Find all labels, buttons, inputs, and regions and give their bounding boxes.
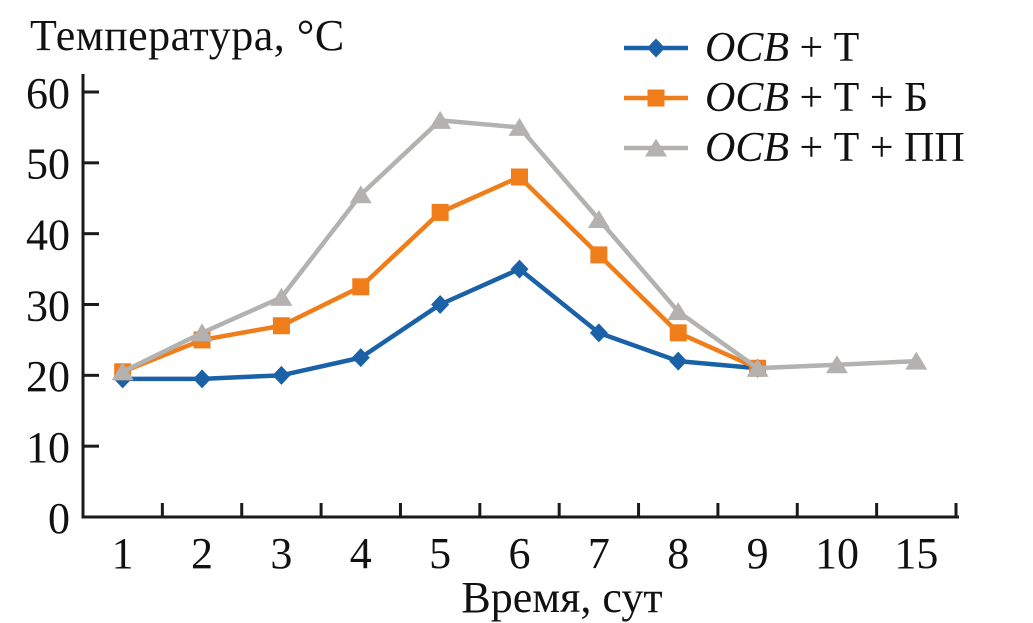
legend-label: ОСВ + Т + ПП (705, 125, 965, 171)
triangle-marker-icon (191, 323, 214, 342)
chart-legend: ОСВ + Т ОСВ + Т + Б ОСВ + Т + ПП (622, 23, 965, 173)
diamond-marker-icon (431, 295, 450, 314)
diamond-marker-icon (272, 365, 291, 385)
square-marker-icon (352, 278, 370, 296)
triangle-marker-icon (825, 355, 848, 374)
x-tick-label: 15 (894, 529, 938, 578)
line-triangle-icon (624, 138, 688, 157)
legend-label: ОСВ + Т (705, 25, 860, 71)
diamond-marker-icon (589, 323, 608, 343)
square-marker-icon (590, 246, 608, 264)
triangle-marker-icon (111, 362, 134, 381)
triangle-marker-icon (746, 358, 769, 377)
square-marker-icon (647, 89, 665, 107)
y-tick-label: 30 (26, 281, 70, 330)
square-marker-icon (669, 324, 687, 342)
line-diamond-icon (624, 38, 688, 58)
triangle-marker-icon (508, 117, 531, 136)
x-axis-title: Время, сут (461, 573, 663, 622)
x-tick-label: 5 (429, 529, 451, 578)
diamond-marker-icon (351, 348, 370, 368)
triangle-marker-icon (429, 110, 452, 129)
x-tick-label: 4 (350, 529, 372, 578)
triangle-marker-icon (270, 287, 293, 306)
x-tick-label: 2 (191, 529, 213, 578)
x-tick-label: 7 (588, 529, 610, 578)
diamond-marker-icon (510, 259, 529, 279)
triangle-marker-icon (905, 351, 928, 370)
legend-item-osv-t-b: ОСВ + Т + Б (622, 73, 965, 123)
legend-item-osv-t: ОСВ + Т (622, 23, 965, 73)
y-tick-label: 50 (26, 140, 70, 189)
x-tick-label: 10 (815, 529, 859, 578)
square-marker-icon (511, 168, 528, 186)
diamond-marker-icon (669, 351, 688, 371)
triangle-marker-icon (587, 210, 610, 228)
triangle-marker-icon (645, 138, 667, 157)
y-tick-label: 0 (48, 494, 70, 543)
x-tick-label: 6 (509, 529, 531, 578)
diamond-marker-icon (193, 369, 212, 389)
x-tick-label: 1 (112, 529, 134, 578)
x-tick-label: 9 (747, 529, 769, 578)
y-tick-label: 20 (26, 352, 70, 401)
triangle-marker-icon (349, 185, 372, 204)
y-tick-label: 40 (26, 211, 70, 260)
square-marker-icon (272, 317, 290, 335)
x-tick-label: 8 (667, 529, 689, 578)
x-tick-label: 3 (270, 529, 292, 578)
triangle-marker-icon (667, 302, 690, 321)
legend-item-osv-t-pp: ОСВ + Т + ПП (622, 123, 965, 173)
diamond-marker-icon (647, 38, 665, 58)
y-tick-label: 60 (26, 69, 70, 118)
y-axis-title: Температура, °C (30, 11, 345, 60)
line-square-icon (624, 89, 688, 107)
legend-label: ОСВ + Т + Б (705, 75, 929, 121)
square-marker-icon (431, 203, 449, 221)
y-tick-label: 10 (26, 423, 70, 472)
